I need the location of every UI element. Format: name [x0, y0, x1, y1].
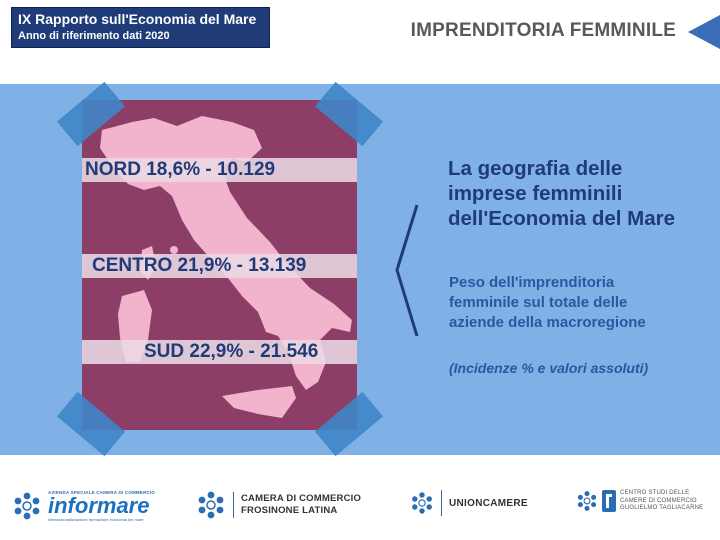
report-title: IX Rapporto sull'Economia del Mare [18, 11, 257, 27]
informare-logo: AZIENDA SPECIALE CAMERA DI COMMERCIO inf… [12, 490, 155, 522]
centro-line2: CAMERE DI COMMERCIO [620, 497, 697, 504]
camera-line2: FROSINONE LATINA [241, 505, 338, 516]
logo-divider [441, 490, 442, 516]
report-subtitle: Anno di riferimento dati 2020 [18, 30, 170, 42]
tagliacarne-emblem-icon [602, 490, 616, 513]
back-arrow-icon[interactable] [686, 13, 720, 51]
camera-commercio-logo: CAMERA DI COMMERCIO FROSINONE LATINA [196, 490, 361, 520]
flower-icon [198, 491, 224, 519]
flower-icon [14, 492, 40, 520]
section-title: IMPRENDITORIA FEMMINILE [410, 20, 676, 41]
unioncamere-logo: UNIONCAMERE [410, 490, 528, 516]
description-text: Peso dell'imprenditoria femminile sul to… [449, 274, 646, 331]
region-label-nord: NORD 18,6% - 10.129 [82, 158, 357, 182]
headline: La geografia delle imprese femminili del… [448, 157, 676, 230]
bracket-icon [395, 204, 419, 337]
informare-small-text: AZIENDA SPECIALE CAMERA DI COMMERCIO [48, 490, 156, 495]
informare-name: informare [48, 493, 150, 518]
centro-line1: CENTRO STUDI DELLE [620, 490, 690, 496]
centro-studi-logo: CENTRO STUDI DELLE CAMERE DI COMMERCIO G… [576, 490, 703, 513]
logo-divider [233, 492, 234, 518]
note-text: (Incidenze % e valori assoluti) [449, 360, 649, 376]
flower-icon [412, 492, 432, 514]
centro-line3: GUGLIELMO TAGLIACARNE [620, 505, 704, 511]
unioncamere-name: UNIONCAMERE [449, 497, 528, 509]
region-label-sud: SUD 22,9% - 21.546 [82, 340, 357, 364]
camera-line1: CAMERA DI COMMERCIO [241, 493, 362, 504]
informare-tagline: Internazionalizzazione formazione econom… [48, 517, 144, 522]
report-header-box: IX Rapporto sull'Economia del Mare Anno … [11, 7, 270, 48]
flower-icon [577, 491, 597, 512]
region-label-centro: CENTRO 21,9% - 13.139 [82, 254, 357, 278]
